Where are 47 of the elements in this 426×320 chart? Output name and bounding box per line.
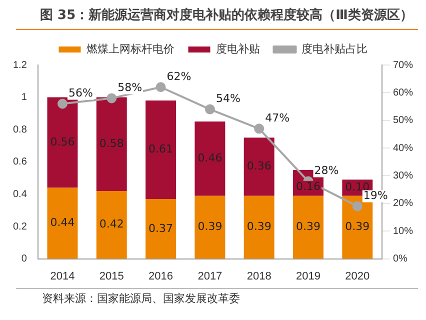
y-tick-label: 0.4: [12, 188, 28, 200]
data-label: 19%: [363, 189, 388, 202]
y2-tick-label: 50%: [392, 115, 414, 126]
legend-label: 度电补贴占比: [301, 42, 368, 56]
x-tick-label: 2019: [296, 270, 320, 282]
x-tick-label: 2018: [246, 270, 272, 282]
x-tick-label: 2016: [148, 270, 174, 282]
data-label: 0.37: [148, 222, 174, 235]
data-label: 56%: [68, 86, 93, 100]
data-label: 0.56: [50, 135, 75, 148]
y2-tick-label: 0%: [392, 254, 408, 265]
data-label: 58%: [118, 81, 142, 94]
data-label: 0.44: [50, 216, 75, 230]
x-tick-label: 2015: [99, 270, 124, 282]
text: 资料来源：国家能源局、国家发展改革委: [16, 288, 418, 306]
legend-label: 燃煤上网标杆电价: [86, 42, 174, 56]
y-tick-label: 1.2: [12, 60, 28, 71]
y-tick-label: 1: [21, 92, 28, 104]
data-label: 0.16: [296, 180, 321, 193]
data-label: 0.58: [99, 136, 124, 150]
y2-tick-label: 40%: [392, 142, 414, 154]
data-label: 0.39: [246, 220, 272, 234]
y2-tick-label: 60%: [392, 87, 414, 98]
data-label: 0.39: [296, 220, 321, 234]
legend-label: 度电补贴: [216, 42, 260, 56]
data-label: 54%: [216, 92, 240, 106]
y-tick-label: 0.6: [12, 156, 28, 168]
y-tick-label: 0.8: [12, 124, 28, 136]
data-label: 0.46: [198, 152, 222, 165]
x-tick-label: 2017: [198, 270, 222, 282]
data-label: 0.39: [198, 220, 222, 234]
data-label: 62%: [166, 70, 192, 84]
x-tick-label: 2020: [345, 270, 370, 282]
y2-tick-label: 70%: [392, 60, 414, 71]
data-label: 0.39: [345, 220, 370, 234]
data-label: 0.42: [99, 218, 124, 231]
data-label: 47%: [265, 112, 290, 125]
data-label: 0.36: [246, 160, 272, 173]
y2-tick-label: 30%: [392, 170, 414, 182]
y2-tick-label: 10%: [392, 226, 414, 237]
y-tick-label: 0.2: [12, 221, 28, 232]
data-label: 28%: [314, 164, 339, 178]
y2-tick-label: 20%: [392, 198, 414, 210]
data-label: 0.61: [148, 142, 174, 156]
y-tick-label: 0: [21, 254, 28, 265]
chart-title: 图 35：新能源运营商对度电补贴的依赖程度较高（Ⅲ类资源区）: [16, 0, 418, 30]
x-tick-label: 2014: [50, 270, 75, 282]
